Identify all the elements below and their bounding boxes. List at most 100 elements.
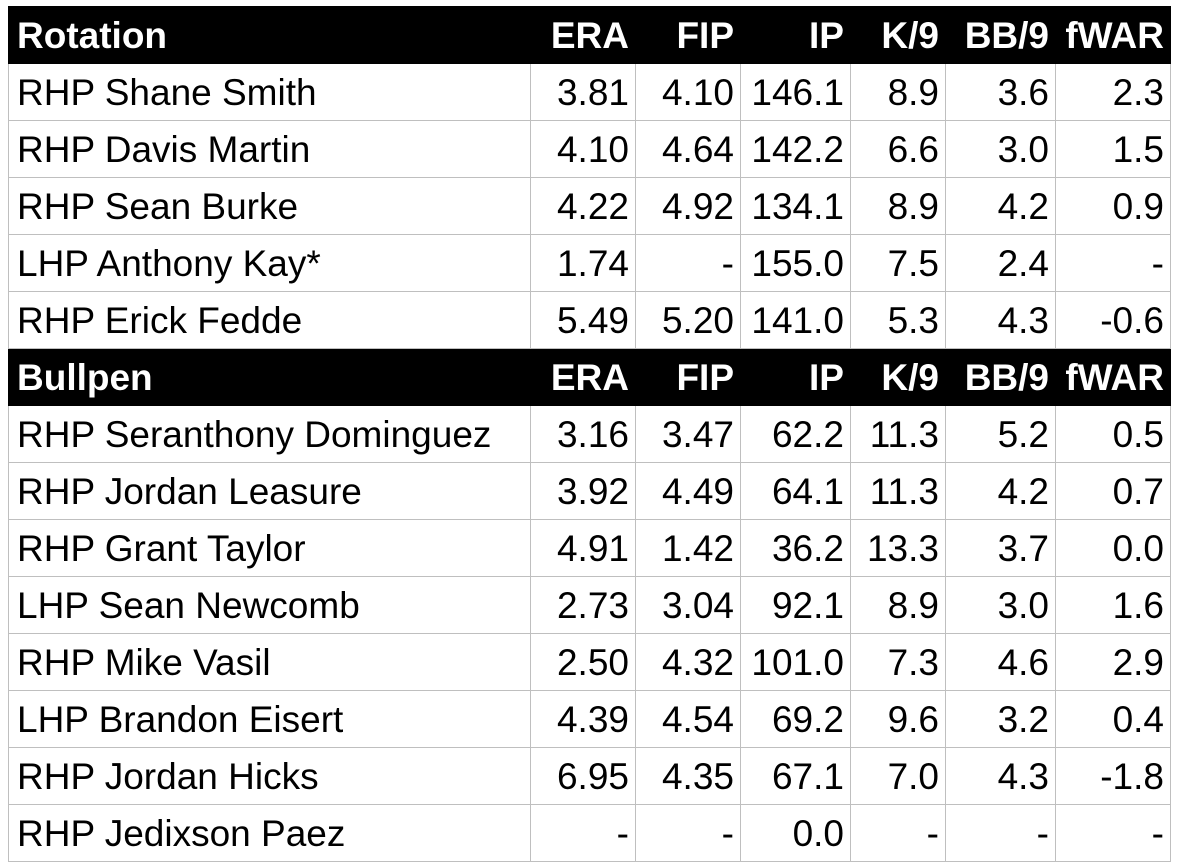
column-header[interactable]: BB/9 [945,348,1056,406]
stat-cell[interactable]: 4.2 [945,177,1056,235]
stat-cell[interactable]: -0.6 [1055,291,1171,349]
stat-cell[interactable]: 4.91 [530,519,636,577]
stat-cell[interactable]: 4.2 [945,462,1056,520]
stat-cell[interactable]: 13.3 [850,519,946,577]
stat-cell[interactable]: 3.7 [945,519,1056,577]
stat-cell[interactable]: 0.4 [1055,690,1171,748]
pitcher-name-cell[interactable]: RHP Seranthony Dominguez [8,405,531,463]
stat-cell[interactable]: - [635,234,741,292]
stat-cell[interactable]: 2.73 [530,576,636,634]
stat-cell[interactable]: - [530,804,636,862]
stat-cell[interactable]: 0.7 [1055,462,1171,520]
stat-cell[interactable]: 1.74 [530,234,636,292]
stat-cell[interactable]: 36.2 [740,519,851,577]
column-header[interactable]: IP [740,348,851,406]
stat-cell[interactable]: 5.3 [850,291,946,349]
stat-cell[interactable]: 3.92 [530,462,636,520]
stat-cell[interactable]: 3.2 [945,690,1056,748]
stat-cell[interactable]: 8.9 [850,63,946,121]
stat-cell[interactable]: 1.6 [1055,576,1171,634]
column-header[interactable]: BB/9 [945,6,1056,64]
stat-cell[interactable]: 0.5 [1055,405,1171,463]
stat-cell[interactable]: 5.2 [945,405,1056,463]
stat-cell[interactable]: 134.1 [740,177,851,235]
stat-cell[interactable]: 4.64 [635,120,741,178]
stat-cell[interactable]: 3.6 [945,63,1056,121]
stat-cell[interactable]: 142.2 [740,120,851,178]
pitcher-name-cell[interactable]: RHP Erick Fedde [8,291,531,349]
stat-cell[interactable]: 2.4 [945,234,1056,292]
stat-cell[interactable]: 7.5 [850,234,946,292]
stat-cell[interactable]: 146.1 [740,63,851,121]
pitcher-name-cell[interactable]: RHP Jedixson Paez [8,804,531,862]
stat-cell[interactable]: 4.3 [945,747,1056,805]
pitcher-name-cell[interactable]: LHP Anthony Kay* [8,234,531,292]
stat-cell[interactable]: 0.0 [1055,519,1171,577]
pitcher-name-cell[interactable]: RHP Davis Martin [8,120,531,178]
stat-cell[interactable]: 1.42 [635,519,741,577]
stat-cell[interactable]: 3.04 [635,576,741,634]
pitcher-name-cell[interactable]: RHP Jordan Leasure [8,462,531,520]
stat-cell[interactable]: 64.1 [740,462,851,520]
stat-cell[interactable]: 7.3 [850,633,946,691]
pitcher-name-cell[interactable]: LHP Sean Newcomb [8,576,531,634]
column-header[interactable]: ERA [530,6,636,64]
stat-cell[interactable]: 4.6 [945,633,1056,691]
pitcher-name-cell[interactable]: RHP Shane Smith [8,63,531,121]
stat-cell[interactable]: 101.0 [740,633,851,691]
stat-cell[interactable]: 2.3 [1055,63,1171,121]
stat-cell[interactable]: 4.54 [635,690,741,748]
pitcher-name-cell[interactable]: RHP Sean Burke [8,177,531,235]
stat-cell[interactable]: 4.92 [635,177,741,235]
stat-cell[interactable]: 11.3 [850,405,946,463]
pitcher-name-cell[interactable]: RHP Jordan Hicks [8,747,531,805]
stat-cell[interactable]: - [635,804,741,862]
stat-cell[interactable]: 3.47 [635,405,741,463]
stat-cell[interactable]: 92.1 [740,576,851,634]
stat-cell[interactable]: 155.0 [740,234,851,292]
stat-cell[interactable]: 67.1 [740,747,851,805]
column-header[interactable]: K/9 [850,6,946,64]
stat-cell[interactable]: 6.95 [530,747,636,805]
stat-cell[interactable]: 9.6 [850,690,946,748]
stat-cell[interactable]: 3.0 [945,576,1056,634]
column-header[interactable]: fWAR [1055,6,1171,64]
stat-cell[interactable]: 4.32 [635,633,741,691]
column-header[interactable]: ERA [530,348,636,406]
stat-cell[interactable]: -1.8 [1055,747,1171,805]
stat-cell[interactable]: 62.2 [740,405,851,463]
stat-cell[interactable]: 141.0 [740,291,851,349]
stat-cell[interactable]: 4.22 [530,177,636,235]
stat-cell[interactable]: 3.16 [530,405,636,463]
stat-cell[interactable]: 7.0 [850,747,946,805]
column-header[interactable]: IP [740,6,851,64]
stat-cell[interactable]: 2.9 [1055,633,1171,691]
stat-cell[interactable]: - [850,804,946,862]
stat-cell[interactable]: 3.81 [530,63,636,121]
stat-cell[interactable]: 6.6 [850,120,946,178]
stat-cell[interactable]: 4.35 [635,747,741,805]
section-title[interactable]: Rotation [8,6,531,64]
column-header[interactable]: K/9 [850,348,946,406]
stat-cell[interactable]: 2.50 [530,633,636,691]
pitcher-name-cell[interactable]: RHP Grant Taylor [8,519,531,577]
stat-cell[interactable]: 8.9 [850,177,946,235]
stat-cell[interactable]: 4.49 [635,462,741,520]
stat-cell[interactable]: 4.10 [530,120,636,178]
stat-cell[interactable]: 0.9 [1055,177,1171,235]
pitcher-name-cell[interactable]: RHP Mike Vasil [8,633,531,691]
stat-cell[interactable]: 11.3 [850,462,946,520]
column-header[interactable]: FIP [635,348,741,406]
section-title[interactable]: Bullpen [8,348,531,406]
stat-cell[interactable]: - [1055,804,1171,862]
stat-cell[interactable]: 4.39 [530,690,636,748]
stat-cell[interactable]: 8.9 [850,576,946,634]
stat-cell[interactable]: - [945,804,1056,862]
stat-cell[interactable]: 1.5 [1055,120,1171,178]
column-header[interactable]: fWAR [1055,348,1171,406]
stat-cell[interactable]: 4.3 [945,291,1056,349]
stat-cell[interactable]: 5.20 [635,291,741,349]
stat-cell[interactable]: 5.49 [530,291,636,349]
column-header[interactable]: FIP [635,6,741,64]
stat-cell[interactable]: - [1055,234,1171,292]
